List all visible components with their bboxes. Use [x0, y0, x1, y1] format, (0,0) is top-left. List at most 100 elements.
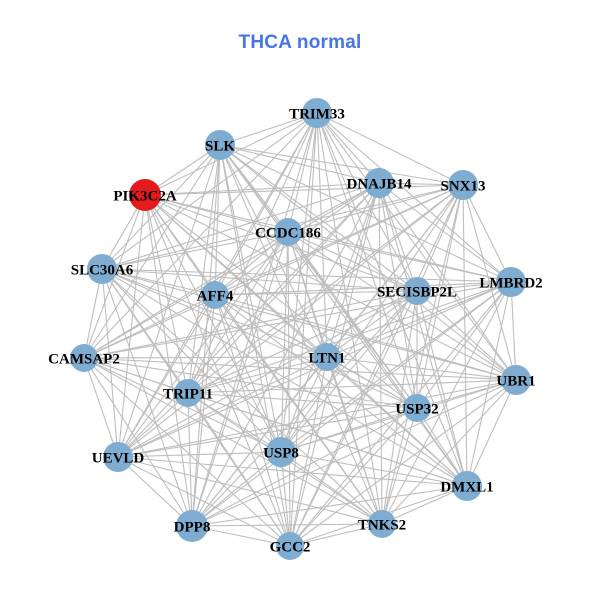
edge	[287, 231, 418, 292]
node-TNKS2	[368, 510, 396, 538]
edge	[83, 357, 517, 381]
node-UBR1	[501, 365, 531, 395]
edge	[462, 184, 468, 487]
edge	[101, 268, 193, 527]
edge	[101, 268, 216, 296]
edge	[117, 294, 216, 458]
edge	[144, 182, 380, 196]
node-LTN1	[313, 343, 341, 371]
edge	[191, 379, 517, 527]
edge	[187, 392, 193, 527]
node-SLC30A6	[87, 254, 117, 284]
edge	[416, 281, 512, 409]
edge	[187, 281, 512, 394]
edge	[117, 407, 418, 458]
edge	[316, 112, 380, 184]
edge	[101, 268, 517, 381]
edge	[416, 290, 468, 487]
edge	[191, 182, 380, 527]
edge	[289, 281, 512, 547]
edge	[219, 144, 464, 186]
node-SECISBP2L	[403, 277, 431, 305]
edge	[219, 112, 318, 146]
edge	[191, 294, 216, 527]
node-SNX13	[448, 170, 478, 200]
edge	[191, 525, 291, 547]
edge	[378, 182, 517, 381]
edge	[117, 451, 282, 458]
edge	[316, 112, 464, 186]
edge	[381, 281, 512, 525]
edge	[316, 112, 418, 292]
edge	[144, 184, 464, 196]
edge	[214, 294, 383, 525]
edge	[187, 392, 468, 487]
edges-layer	[83, 112, 517, 547]
edge	[378, 182, 383, 525]
edge	[219, 144, 380, 184]
edge	[83, 184, 464, 359]
edge	[117, 456, 193, 527]
edge	[83, 357, 119, 458]
edge	[101, 268, 119, 458]
edge	[289, 356, 328, 547]
edge	[117, 231, 289, 458]
edge	[280, 231, 289, 453]
edge	[187, 294, 216, 394]
edge	[191, 485, 468, 527]
edge	[326, 182, 380, 358]
edge	[289, 379, 517, 547]
edge	[191, 144, 221, 527]
node-USP32	[403, 394, 431, 422]
edge	[117, 456, 468, 487]
edge	[416, 407, 468, 487]
edge	[144, 194, 193, 527]
edge	[316, 112, 512, 283]
edge	[83, 356, 328, 359]
edge	[287, 112, 318, 233]
edge	[280, 184, 464, 453]
node-TRIP11	[174, 379, 202, 407]
node-DMXL1	[452, 471, 482, 501]
edge	[280, 451, 383, 525]
edge	[466, 281, 512, 487]
edge	[101, 182, 380, 270]
node-AFF4	[201, 281, 229, 309]
edge	[280, 451, 468, 487]
edge	[214, 294, 291, 547]
edge	[187, 356, 328, 394]
edge	[191, 290, 418, 527]
node-TRIM33	[302, 98, 332, 128]
plot-title: THCA normal	[238, 32, 362, 53]
edge	[416, 184, 464, 292]
edge	[117, 456, 291, 547]
edge	[101, 268, 282, 453]
edge	[287, 231, 512, 283]
node-CAMSAP2	[70, 344, 98, 372]
edge	[287, 182, 380, 233]
edge	[101, 231, 289, 270]
edge	[191, 523, 383, 527]
edge	[83, 281, 512, 359]
edge	[83, 290, 418, 359]
edge	[214, 231, 289, 296]
edge	[83, 231, 289, 359]
edge	[117, 356, 328, 458]
edge	[144, 194, 282, 453]
edge	[187, 392, 418, 409]
edge	[416, 184, 464, 409]
edge	[117, 194, 146, 458]
edge	[416, 281, 512, 292]
node-PIK3C2A	[129, 179, 161, 211]
edge	[466, 379, 517, 487]
edge	[101, 268, 418, 409]
edge	[326, 290, 418, 358]
edge	[214, 281, 512, 296]
edge	[101, 268, 328, 358]
edge	[83, 268, 103, 359]
edge	[219, 144, 282, 453]
edge	[378, 182, 468, 487]
edge	[83, 357, 193, 527]
